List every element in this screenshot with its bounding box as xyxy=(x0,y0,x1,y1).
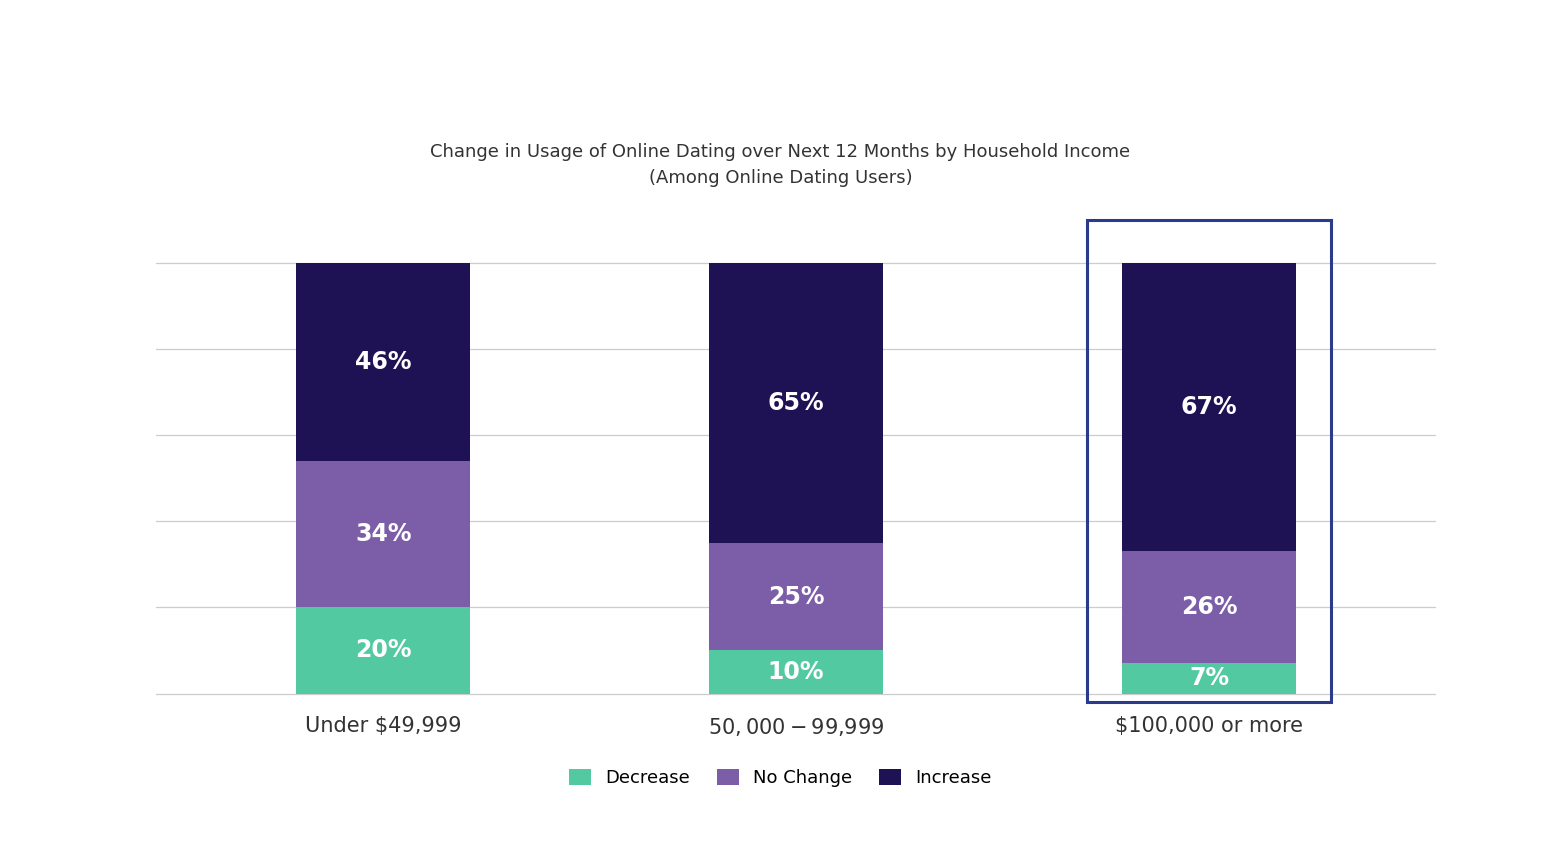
Text: 10%: 10% xyxy=(768,660,824,684)
Bar xyxy=(297,607,470,694)
Bar xyxy=(1122,263,1296,552)
Text: 67%: 67% xyxy=(1180,395,1238,419)
Text: 34%: 34% xyxy=(354,522,412,547)
Bar xyxy=(709,263,884,543)
Legend: Decrease, No Change, Increase: Decrease, No Change, Increase xyxy=(562,762,999,794)
Bar xyxy=(709,651,884,694)
Text: 65%: 65% xyxy=(768,391,824,415)
Bar xyxy=(297,263,470,461)
Bar xyxy=(297,461,470,607)
Text: 26%: 26% xyxy=(1180,596,1238,619)
Text: Change in Usage of Online Dating over Next 12 Months by Household Income
(Among : Change in Usage of Online Dating over Ne… xyxy=(431,143,1130,187)
Text: 20%: 20% xyxy=(354,639,412,662)
Bar xyxy=(1086,220,1332,702)
Text: 7%: 7% xyxy=(1189,667,1229,690)
Bar xyxy=(1122,663,1296,694)
Bar xyxy=(709,543,884,651)
Text: 46%: 46% xyxy=(354,350,412,374)
Text: 25%: 25% xyxy=(768,585,824,608)
Text: 67% OF HIGH-INCOME INDIVIDUALS PLANNING TO UP USAGE: 67% OF HIGH-INCOME INDIVIDUALS PLANNING … xyxy=(209,42,1352,76)
Bar xyxy=(1122,552,1296,663)
